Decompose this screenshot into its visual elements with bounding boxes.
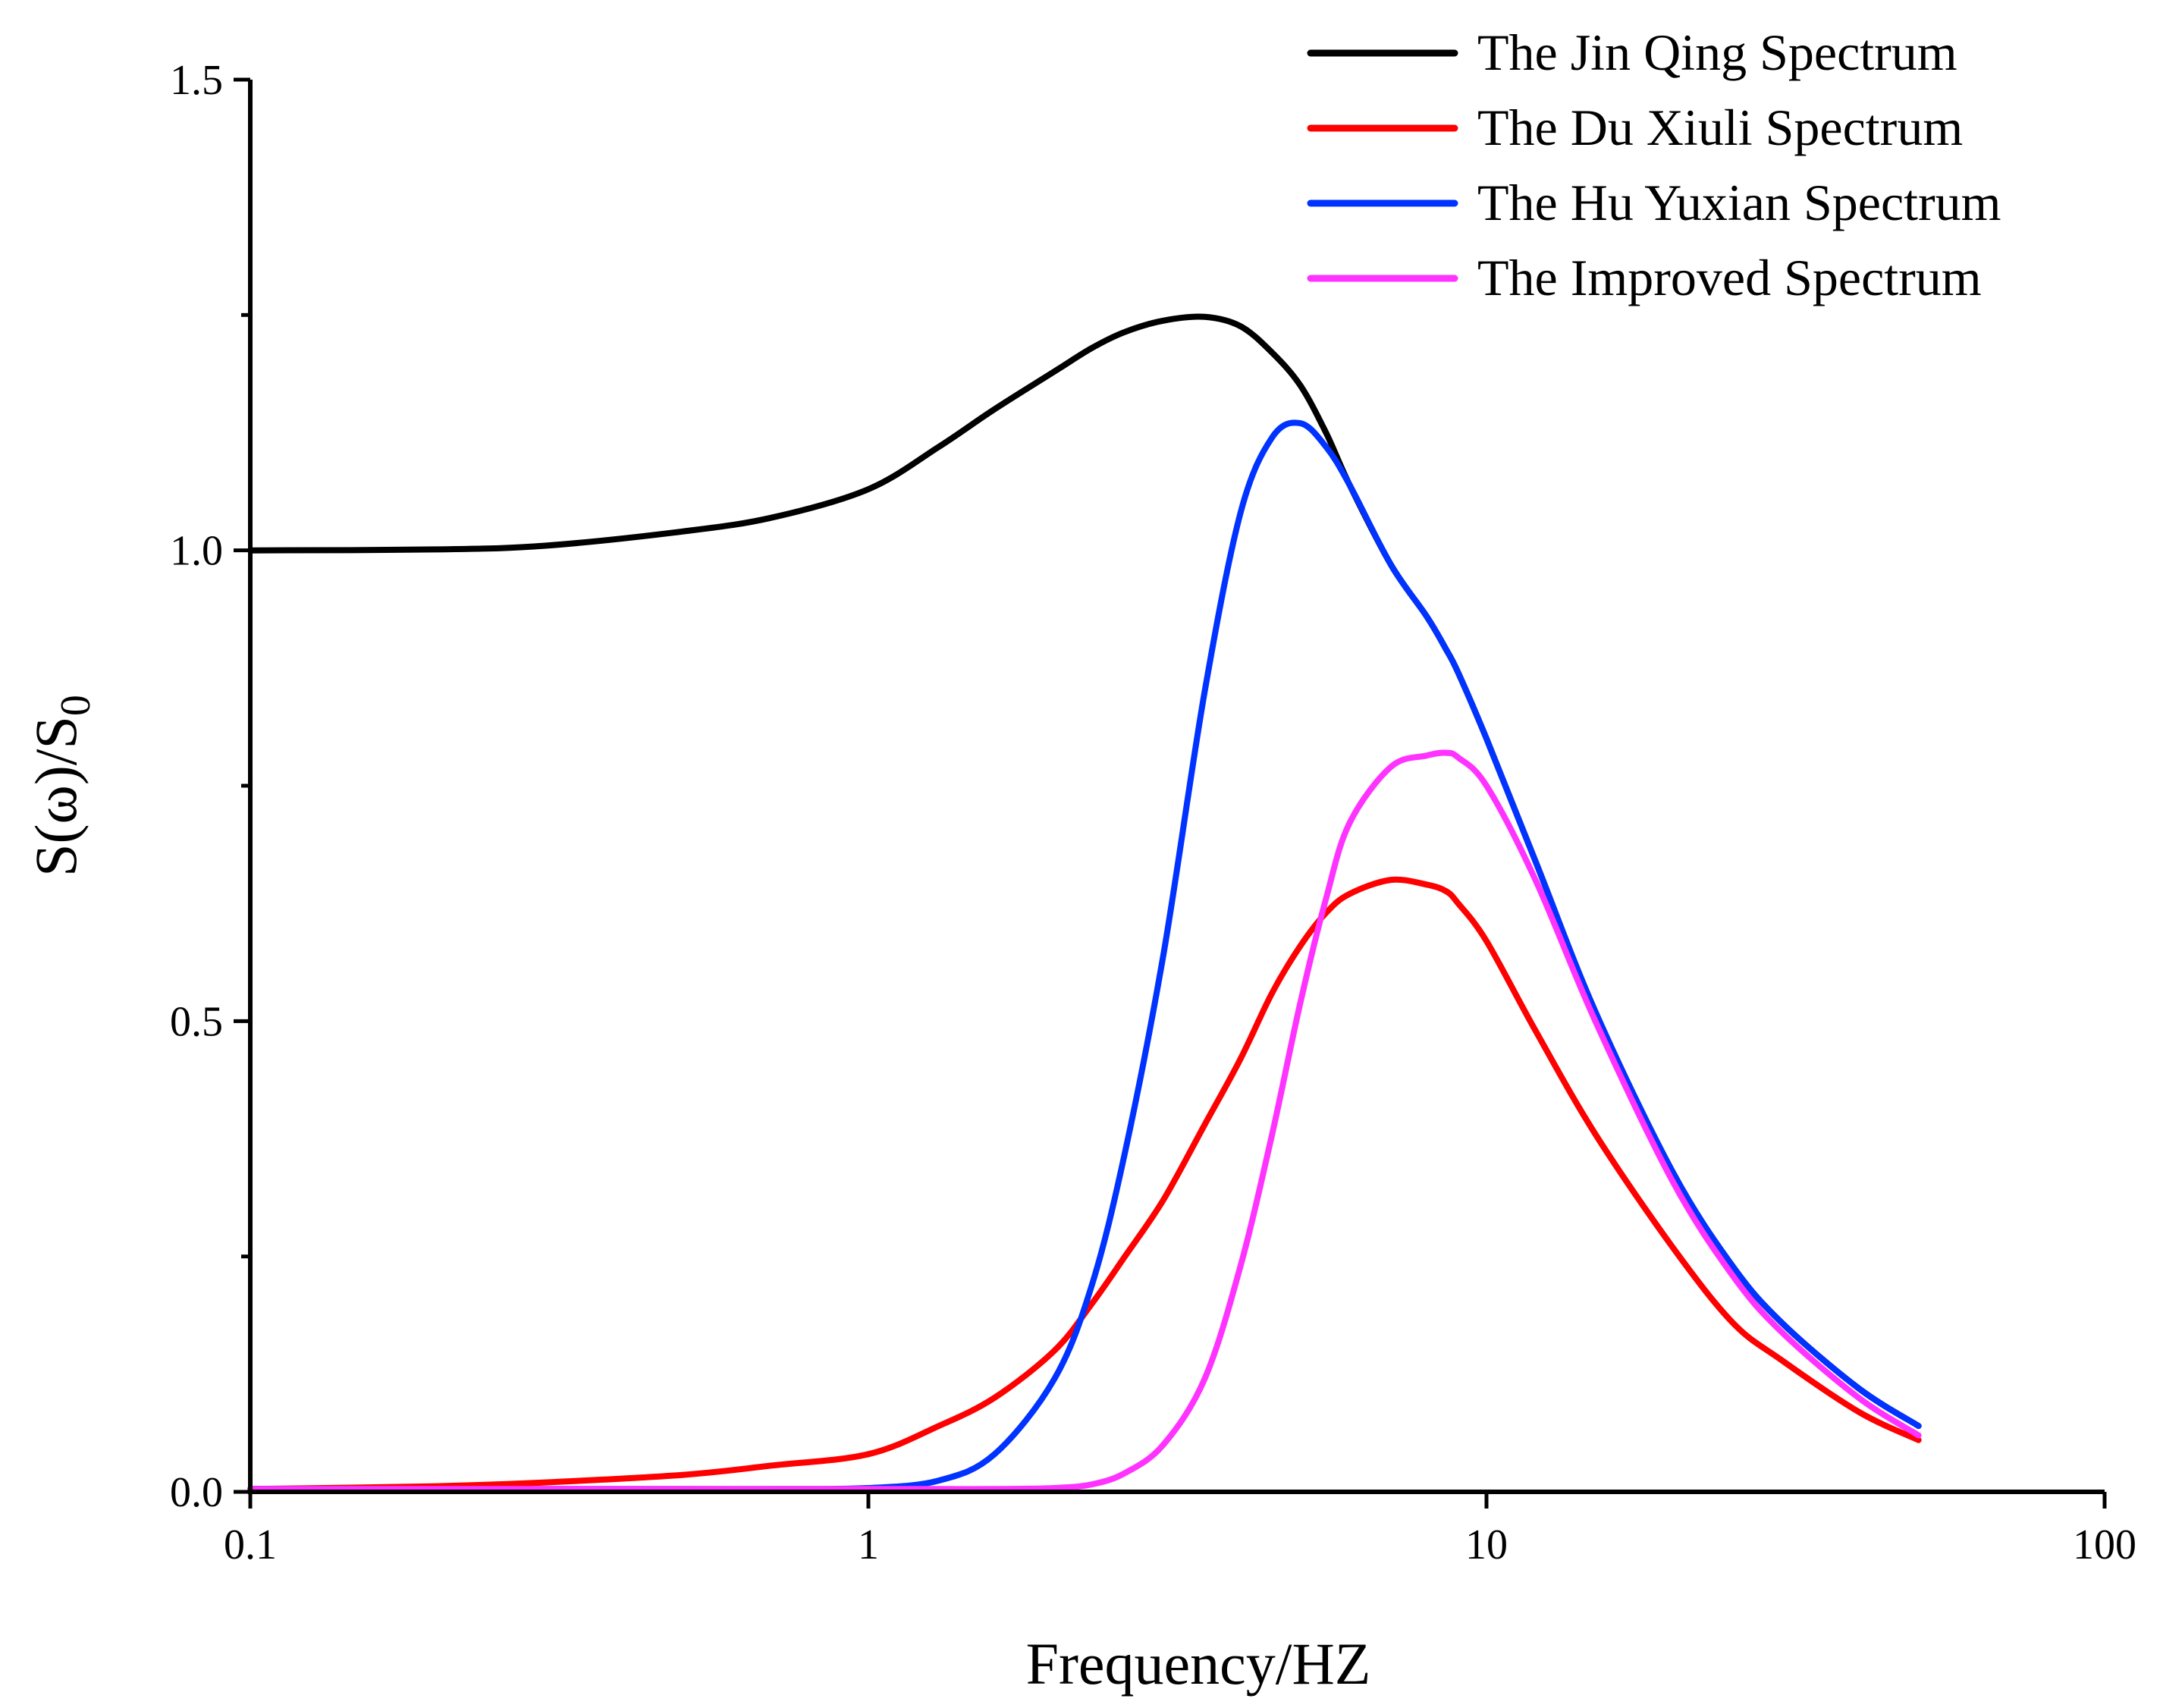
x-tick-label: 1 xyxy=(858,1521,879,1568)
series-line-1 xyxy=(247,313,1922,1430)
legend-label: The Hu Yuxian Spectrum xyxy=(1477,174,2001,231)
y-tick-label: 1.5 xyxy=(170,57,223,104)
series-line-2 xyxy=(247,876,1922,1493)
legend-label: The Improved Spectrum xyxy=(1477,249,1982,306)
x-tick-label: 10 xyxy=(1465,1521,1508,1568)
legend-label: The Du Xiuli Spectrum xyxy=(1477,99,1963,156)
legend-label: The Jin Qing Spectrum xyxy=(1477,24,1957,81)
y-axis-title: S(ω)/S0 xyxy=(23,695,99,877)
y-tick-label: 1.0 xyxy=(170,528,223,575)
x-ticks: 0.1 1 10 100 xyxy=(224,1492,2136,1568)
legend-item: The Improved Spectrum xyxy=(1307,249,1982,306)
y-ticks: 0.0 0.5 1.0 1.5 xyxy=(170,57,250,1516)
legend-item: The Hu Yuxian Spectrum xyxy=(1307,174,2001,231)
x-axis-title: Frequency/HZ xyxy=(1026,1631,1371,1697)
series-line-4 xyxy=(247,749,1922,1493)
y-tick-label: 0.5 xyxy=(170,998,223,1045)
series-line-3 xyxy=(247,419,1922,1493)
x-tick-label: 100 xyxy=(2073,1521,2136,1568)
x-tick-label: 0.1 xyxy=(224,1521,277,1568)
plot-lines xyxy=(247,313,1922,1493)
y-axis-title-main: S(ω)/S xyxy=(23,716,89,877)
legend-item: The Jin Qing Spectrum xyxy=(1307,24,1957,81)
legend: The Jin Qing Spectrum The Du Xiuli Spectr… xyxy=(1307,24,2001,306)
y-axis-title-subscript: 0 xyxy=(52,695,99,716)
legend-item: The Du Xiuli Spectrum xyxy=(1307,99,1963,156)
y-tick-label: 0.0 xyxy=(170,1469,223,1516)
